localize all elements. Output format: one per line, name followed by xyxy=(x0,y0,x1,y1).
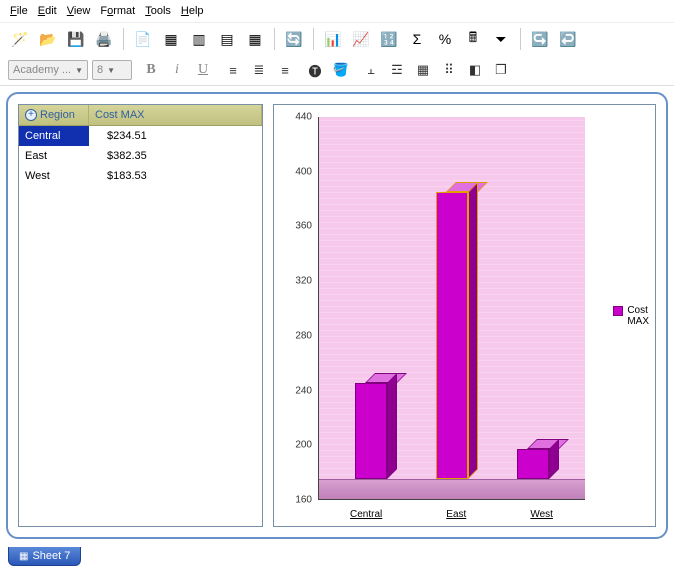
cell-cost: $183.53 xyxy=(89,166,262,186)
chart-floor xyxy=(319,479,585,499)
calc-icon[interactable]: 🖩 xyxy=(461,27,485,51)
cell-cost: $382.35 xyxy=(89,146,262,166)
cell-region: East xyxy=(19,146,89,166)
list-icon[interactable]: ☲ xyxy=(386,59,408,81)
crosstab-icon[interactable]: ▥ xyxy=(187,27,211,51)
align-right-button[interactable]: ≡ xyxy=(274,59,296,81)
sheet-icon: ▦ xyxy=(19,551,28,562)
form-icon[interactable]: ▤ xyxy=(215,27,239,51)
pivot-icon[interactable]: ▦ xyxy=(243,27,267,51)
x-tick-label[interactable]: East xyxy=(434,509,478,520)
x-tick-label[interactable]: West xyxy=(518,509,565,520)
main-toolbar: 🪄 📂 💾 🖨️ 📄 ▦ ▥ ▤ ▦ 🔄 📊 📈 🔢 Σ % 🖩 ⏷ ↪️ ↩️ xyxy=(0,23,674,55)
menu-edit[interactable]: Edit xyxy=(34,3,61,19)
graph-icon[interactable]: 📈 xyxy=(349,27,373,51)
chart-icon[interactable]: 📊 xyxy=(321,27,345,51)
panel-icon[interactable]: ◧ xyxy=(464,59,486,81)
italic-button[interactable]: i xyxy=(166,59,188,81)
sheet-tabs: ▦ Sheet 7 xyxy=(0,545,674,572)
table-header: + Region Cost MAX xyxy=(19,105,262,126)
table-body: Central$234.51East$382.35West$183.53 xyxy=(19,126,262,526)
table-row[interactable]: West$183.53 xyxy=(19,166,262,186)
fill-color-button[interactable]: 🪣 xyxy=(330,59,352,81)
y-tick-label: 360 xyxy=(276,221,312,232)
chart-plot-area xyxy=(318,117,585,500)
y-axis-ticks: 160200240280320360400440 xyxy=(274,117,316,500)
page-setup-icon[interactable]: 📄 xyxy=(131,27,155,51)
menu-help[interactable]: Help xyxy=(177,3,208,19)
menu-file[interactable]: File xyxy=(6,3,32,19)
sum-icon[interactable]: Σ xyxy=(405,27,429,51)
sheet-tab-label: Sheet 7 xyxy=(32,550,70,562)
table-icon[interactable]: ▦ xyxy=(159,27,183,51)
column-header-region-label: Region xyxy=(40,109,75,121)
y-tick-label: 320 xyxy=(276,276,312,287)
menu-view[interactable]: View xyxy=(63,3,95,19)
font-size-value: 8 xyxy=(97,64,103,76)
legend-label: Cost MAX xyxy=(627,305,649,327)
chart-bar[interactable] xyxy=(517,449,549,479)
chevron-down-icon: ▼ xyxy=(75,66,83,75)
align-left-button[interactable]: ≡ xyxy=(222,59,244,81)
chart-bars xyxy=(319,117,585,479)
font-size-combo[interactable]: 8 ▼ xyxy=(92,60,132,80)
save-icon[interactable]: 💾 xyxy=(64,27,88,51)
y-tick-label: 160 xyxy=(276,495,312,506)
table-row[interactable]: East$382.35 xyxy=(19,146,262,166)
y-tick-label: 400 xyxy=(276,166,312,177)
menubar: File Edit View Format Tools Help xyxy=(0,0,674,23)
y-tick-label: 280 xyxy=(276,330,312,341)
filter-icon[interactable]: ⏷ xyxy=(489,27,513,51)
percent-icon[interactable]: % xyxy=(433,27,457,51)
chart-panel: 160 200 240 280 320 360 400 440 Central East West… xyxy=(273,104,656,527)
y-tick-label: 440 xyxy=(276,112,312,123)
mini-chart-icon[interactable]: ⫠ xyxy=(360,59,382,81)
y-tick-label: 200 xyxy=(276,440,312,451)
cell-region: West xyxy=(19,166,89,186)
font-name-value: Academy ... xyxy=(13,64,71,76)
x-tick-label[interactable]: Central xyxy=(338,509,394,520)
column-header-cost-label: Cost MAX xyxy=(95,109,145,121)
cell-cost: $234.51 xyxy=(89,126,262,146)
wand-icon[interactable]: 🪄 xyxy=(8,27,32,51)
sort-icon[interactable]: 🔢 xyxy=(377,27,401,51)
format-toolbar: Academy ... ▼ 8 ▼ B i U ≡ ≣ ≡ 🅣 🪣 ⫠ ☲ ▦ … xyxy=(0,55,674,86)
table-row[interactable]: Central$234.51 xyxy=(19,126,262,146)
data-table-panel: + Region Cost MAX Central$234.51East$382… xyxy=(18,104,263,527)
menu-tools[interactable]: Tools xyxy=(141,3,175,19)
column-header-region[interactable]: + Region xyxy=(19,105,89,125)
underline-button[interactable]: U xyxy=(192,59,214,81)
column-header-cost[interactable]: Cost MAX xyxy=(89,105,262,125)
import-icon[interactable]: ↩️ xyxy=(556,27,580,51)
align-center-button[interactable]: ≣ xyxy=(248,59,270,81)
refresh-icon[interactable]: 🔄 xyxy=(282,27,306,51)
print-icon[interactable]: 🖨️ xyxy=(92,27,116,51)
window-icon[interactable]: ❐ xyxy=(490,59,512,81)
chart-bar[interactable] xyxy=(355,383,387,479)
chart-legend: Cost MAX xyxy=(613,305,649,327)
open-icon[interactable]: 📂 xyxy=(36,27,60,51)
expand-icon[interactable]: + xyxy=(25,109,37,121)
export-icon[interactable]: ↪️ xyxy=(528,27,552,51)
font-color-button[interactable]: 🅣 xyxy=(304,59,326,81)
grid-icon[interactable]: ▦ xyxy=(412,59,434,81)
chevron-down-icon: ▼ xyxy=(107,66,115,75)
legend-swatch xyxy=(613,306,623,316)
dots-icon[interactable]: ⠿ xyxy=(438,59,460,81)
workspace: + Region Cost MAX Central$234.51East$382… xyxy=(6,92,668,539)
bold-button[interactable]: B xyxy=(140,59,162,81)
x-axis-labels: Central East West xyxy=(318,509,585,520)
y-tick-label: 240 xyxy=(276,385,312,396)
chart-bar[interactable] xyxy=(436,192,468,479)
menu-format[interactable]: Format xyxy=(96,3,139,19)
cell-region: Central xyxy=(19,126,89,146)
sheet-tab[interactable]: ▦ Sheet 7 xyxy=(8,547,81,566)
font-name-combo[interactable]: Academy ... ▼ xyxy=(8,60,88,80)
